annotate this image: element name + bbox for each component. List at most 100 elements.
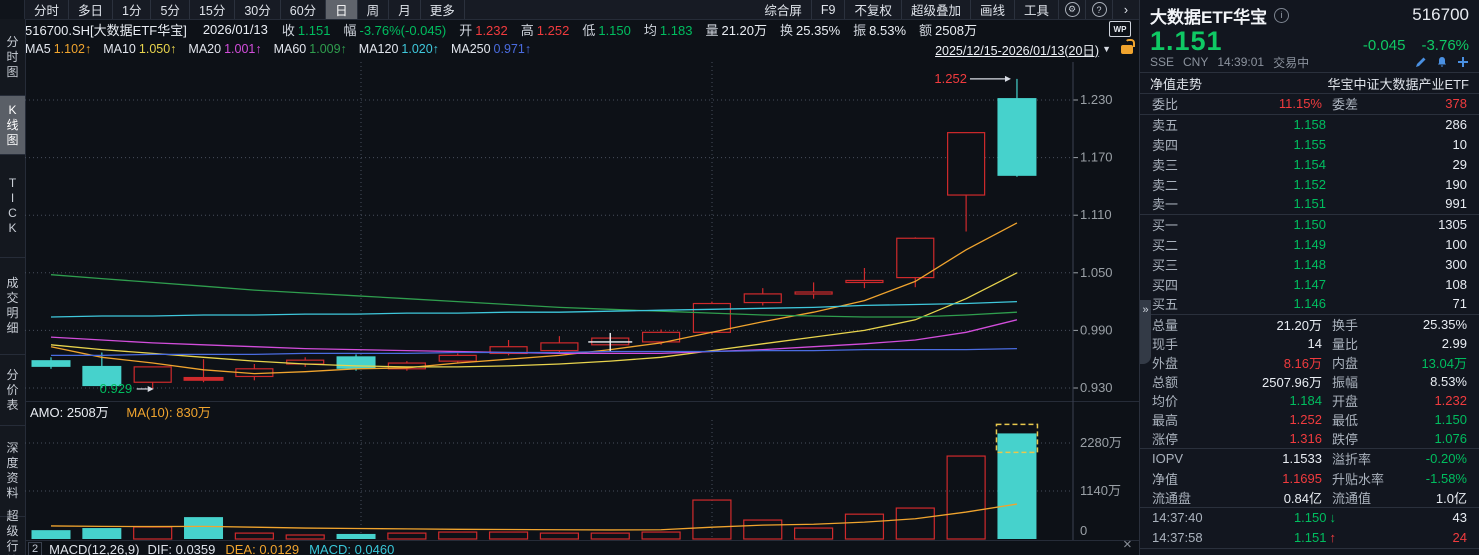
bid-row-买三[interactable]: 买三 1.148 300 <box>1140 254 1479 274</box>
ask-row-卖一[interactable]: 卖一 1.151 991 <box>1140 194 1479 214</box>
level-price: 1.152 <box>1293 176 1326 192</box>
field-value: 1.150 <box>598 23 631 38</box>
price-change: -0.045 <box>1362 37 1406 54</box>
bid-row-买五[interactable]: 买五 1.146 71 <box>1140 294 1479 314</box>
level-label: 买二 <box>1152 237 1179 253</box>
date-range-selector[interactable]: 2025/12/15-2026/01/13(20日) ▼ <box>935 40 1111 59</box>
stat-row-均价: 均价 1.184 开盘 1.232 <box>1140 391 1479 410</box>
quote-field-高: 高 1.252 <box>521 20 570 39</box>
sidebar-tab-超级行情[interactable]: 超级行情 <box>0 509 25 555</box>
ask-row-卖三[interactable]: 卖三 1.154 29 <box>1140 154 1479 174</box>
toolbar-action-工具[interactable]: 工具 <box>1015 0 1059 19</box>
toolbar-action-不复权[interactable]: 不复权 <box>845 0 902 19</box>
low-price-annotation: 0.929 <box>100 381 133 396</box>
help-button[interactable]: ? <box>1086 0 1113 19</box>
field-value: 21.20万 <box>721 23 768 38</box>
period-tab-30分[interactable]: 30分 <box>235 0 281 19</box>
stat-label: 涨停 <box>1152 432 1179 448</box>
nav-trend-label[interactable]: 净值走势 <box>1150 76 1203 92</box>
ma-legend-MA20: MA20 1.001↑ <box>188 42 261 56</box>
quote-field-幅: 幅 -3.76%(-0.045) <box>343 20 446 39</box>
quote-field-换: 换 25.35% <box>780 20 840 39</box>
chevron-down-icon: ▼ <box>1102 44 1111 54</box>
edit-pencil-icon[interactable] <box>1415 56 1427 68</box>
ask-levels: 卖五 1.158 286 卖四 1.155 10 卖三 1.154 29 卖二 1.152 190 卖一… <box>1140 115 1479 214</box>
currency-label: CNY <box>1183 55 1209 69</box>
symbol-label: 516700.SH[大数据ETF华宝] <box>25 23 187 38</box>
stat-value: 0.84亿 <box>1283 490 1322 506</box>
ma-label: MA10 <box>103 42 136 56</box>
quote-time: 14:39:01 <box>1217 55 1265 69</box>
ma-line-ma60 <box>50 274 1017 318</box>
stat-label: IOPV <box>1152 451 1184 467</box>
stat-value: 1.076 <box>1434 431 1467 447</box>
macd-indicator-bar[interactable]: 2 MACD(12,26,9) DIF: 0.0359 DEA: 0.0129 … <box>28 542 394 555</box>
field-value: -3.76%(-0.045) <box>359 23 447 38</box>
quote-field-开: 开 1.232 <box>459 20 508 39</box>
period-tabs: 分时 多日 1分 5分 15分 30分 60分日周月更多 <box>25 0 465 19</box>
ma-line-ma10 <box>50 272 1018 368</box>
sidebar-tab-成交明细[interactable]: 成交明细 <box>0 258 25 355</box>
period-tab-分时[interactable]: 分时 <box>25 0 70 19</box>
period-tab-更多[interactable]: 更多 <box>421 0 465 19</box>
ma-label: MA120 <box>358 42 399 56</box>
period-tab-多日[interactable]: 多日 <box>69 0 114 19</box>
ask-row-卖二[interactable]: 卖二 1.152 190 <box>1140 174 1479 194</box>
ma-legend-bar: MA5 1.102↑ MA10 1.050↑ MA20 1.001↑ MA60 1.009↑ M… <box>25 39 1139 59</box>
kline-chart-area[interactable]: 1.230 1.170 1.110 1.050 0.990 0.930 2280万 1140万… <box>25 58 1139 555</box>
kline-chart-canvas[interactable]: 1.230 1.170 1.110 1.050 0.990 0.930 2280万 1140万… <box>25 58 1139 555</box>
stat-value: 13.04万 <box>1421 356 1467 371</box>
trading-status: 交易中 <box>1273 55 1310 70</box>
toolbar-action-综合屏[interactable]: 综合屏 <box>755 0 812 19</box>
date-range-label[interactable]: 2025/12/15-2026/01/13(20日) <box>935 43 1100 58</box>
sidebar-tab-分时图[interactable]: 分时图 <box>0 19 25 96</box>
bid-row-买二[interactable]: 买二 1.149 100 <box>1140 235 1479 255</box>
stat-row-外盘: 外盘 8.16万 内盘 13.04万 <box>1140 353 1479 372</box>
close-volume-pane-icon[interactable]: × <box>1123 536 1132 553</box>
stat-value: 1.150 <box>1434 412 1467 428</box>
lock-icon[interactable] <box>1121 39 1135 54</box>
alert-bell-icon[interactable] <box>1436 56 1448 68</box>
field-value: 8.53% <box>869 23 907 38</box>
up-arrow-icon: ↑ <box>1329 530 1337 546</box>
level-qty: 29 <box>1452 156 1467 172</box>
period-tab-日[interactable]: 日 <box>326 0 358 19</box>
level-qty: 991 <box>1445 196 1467 212</box>
ask-row-卖四[interactable]: 卖四 1.155 10 <box>1140 135 1479 155</box>
add-plus-icon[interactable] <box>1457 56 1469 68</box>
ma-value: 1.001↑ <box>224 42 262 56</box>
level-label: 卖一 <box>1152 197 1179 213</box>
quote-summary-bar: 516700.SH[大数据ETF华宝] 2026/01/13 收 1.151 幅 -3… <box>25 19 1139 40</box>
ask-row-卖五[interactable]: 卖五 1.158 286 <box>1140 115 1479 135</box>
field-value: 1.232 <box>475 23 508 38</box>
ma-legend: MA5 1.102↑ MA10 1.050↑ MA20 1.001↑ MA60 1.009↑ M… <box>25 42 543 56</box>
settings-button[interactable]: ⚙ <box>1059 0 1086 19</box>
period-tab-60分[interactable]: 60分 <box>281 0 327 19</box>
field-label: 高 <box>520 23 534 38</box>
sidebar-tab-深度资料[interactable]: 深度资料 <box>0 426 25 517</box>
panel-collapse-handle[interactable]: » <box>1140 300 1151 364</box>
bid-row-买一[interactable]: 买一 1.150 1305 <box>1140 215 1479 235</box>
quote-field-量: 量 21.20万 <box>705 20 767 39</box>
toolbar-action-超级叠加[interactable]: 超级叠加 <box>902 0 971 19</box>
period-tab-15分[interactable]: 15分 <box>190 0 236 19</box>
ma-legend-MA120: MA120 1.020↑ <box>359 42 439 56</box>
bid-row-买四[interactable]: 买四 1.147 108 <box>1140 274 1479 294</box>
date-label: 2026/01/13 <box>202 22 268 37</box>
toolbar-action-F9[interactable]: F9 <box>812 0 846 19</box>
quote-panel: » 大数据ETF华宝 i 516700 1.151 -0.045 -3.76% … <box>1139 0 1479 555</box>
sidebar-tab-分价表[interactable]: 分价表 <box>0 355 25 426</box>
period-tab-5分[interactable]: 5分 <box>151 0 190 19</box>
period-tab-周[interactable]: 周 <box>358 0 390 19</box>
stat-label: 现手 <box>1152 336 1179 352</box>
period-tab-1分[interactable]: 1分 <box>113 0 152 19</box>
wp-window-icon[interactable]: WP <box>1109 21 1131 37</box>
info-icon[interactable]: i <box>1274 7 1290 23</box>
expand-toolbar-button[interactable]: › <box>1113 0 1139 19</box>
level-price: 1.149 <box>1293 236 1326 252</box>
period-tab-月[interactable]: 月 <box>389 0 421 19</box>
toolbar-action-画线[interactable]: 画线 <box>971 0 1015 19</box>
bid-levels: 买一 1.150 1305 买二 1.149 100 买三 1.148 300 买四 1.147 10… <box>1140 215 1479 314</box>
